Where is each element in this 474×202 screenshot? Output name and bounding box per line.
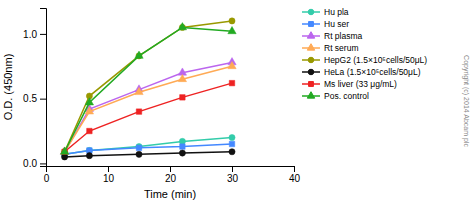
x-tick-mark xyxy=(170,166,171,172)
x-tick: 10 xyxy=(103,166,115,184)
data-point xyxy=(179,138,185,144)
y-tick-label: 1.0 xyxy=(23,29,37,40)
x-tick: 0 xyxy=(44,166,50,184)
y-tick-label: 0.0 xyxy=(23,158,37,169)
legend-item: HepG2 (1.5×10⁵cells/50μL) xyxy=(302,55,427,65)
series-line xyxy=(65,27,232,151)
data-point xyxy=(135,87,143,94)
legend-item: Ms liver (33 μg/mL) xyxy=(302,79,397,89)
series-line xyxy=(65,21,232,152)
y-tick: 0.0 xyxy=(23,158,46,169)
x-axis: 0 10 20 30 40 xyxy=(44,166,301,184)
x-tick-mark xyxy=(232,166,233,172)
x-tick-label: 20 xyxy=(165,173,177,184)
data-point xyxy=(229,149,235,155)
legend-marker xyxy=(307,44,314,50)
legend-label: Rt plasma xyxy=(324,31,363,41)
x-tick: 20 xyxy=(165,166,177,184)
x-tick-label: 30 xyxy=(227,173,239,184)
legend-item: Rt serum xyxy=(302,43,358,53)
legend-item: Pos. control xyxy=(302,91,369,101)
y-axis-line xyxy=(40,9,47,167)
data-point xyxy=(87,128,92,133)
data-point xyxy=(229,134,235,140)
y-tick: 1.0 xyxy=(23,29,46,40)
x-tick-label: 10 xyxy=(103,173,115,184)
data-point xyxy=(180,144,185,149)
x-tick: 40 xyxy=(289,166,301,184)
y-tick-label: 0.5 xyxy=(23,93,37,104)
legend-label: Hu ser xyxy=(324,19,349,29)
y-tick-mark xyxy=(40,99,46,100)
data-point xyxy=(228,27,236,34)
data-point xyxy=(179,150,185,156)
y-axis-title: O.D. (450nm) xyxy=(2,54,14,121)
x-tick-mark xyxy=(108,166,109,172)
legend-label: Hu pla xyxy=(324,7,349,17)
y-axis: 0.0 0.5 1.0 xyxy=(23,9,46,170)
legend-label: Pos. control xyxy=(324,91,369,101)
legend-item: Hu ser xyxy=(302,19,349,29)
legend-item: HeLa (1.5×10⁵cells/50μL) xyxy=(302,67,421,77)
legend-marker xyxy=(307,92,314,98)
legend-label: Rt serum xyxy=(324,43,358,53)
legend-marker xyxy=(308,69,314,75)
data-point xyxy=(136,143,142,149)
data-point xyxy=(136,151,142,157)
data-point xyxy=(180,95,185,100)
x-axis-title: Time (min) xyxy=(144,188,196,200)
x-tick-mark xyxy=(294,166,295,172)
data-point xyxy=(60,147,68,154)
legend-label: Ms liver (33 μg/mL) xyxy=(324,79,397,89)
x-tick-label: 40 xyxy=(289,173,301,184)
legend-marker xyxy=(309,82,314,87)
legend-marker xyxy=(307,32,314,38)
y-tick-mark xyxy=(40,34,46,35)
data-point xyxy=(86,153,92,159)
data-point xyxy=(135,51,143,58)
y-tick-mark xyxy=(40,163,46,164)
marks xyxy=(60,18,236,160)
series-line xyxy=(65,62,232,151)
series xyxy=(62,149,236,160)
data-point xyxy=(178,74,186,81)
data-point xyxy=(228,61,236,68)
annotation: Copyright (c) 2014 Abcam plc xyxy=(462,55,470,147)
chart: 0 10 20 30 40 0.0 0.5 1.0 Time (min) O.D. (450nm)… xyxy=(0,0,474,202)
series xyxy=(60,58,236,155)
data-point xyxy=(178,23,186,30)
legend-marker xyxy=(308,9,314,15)
legend-marker xyxy=(308,57,314,63)
data-point xyxy=(229,18,235,24)
x-tick: 30 xyxy=(227,166,239,184)
data-point xyxy=(136,109,141,114)
series xyxy=(62,80,235,154)
series xyxy=(62,18,236,155)
data-point xyxy=(60,147,68,154)
data-point xyxy=(229,80,234,85)
legend-item: Rt plasma xyxy=(302,31,363,41)
x-axis-line xyxy=(47,167,295,173)
legend-item: Hu pla xyxy=(302,7,349,17)
series xyxy=(60,23,236,155)
data-point xyxy=(62,154,68,160)
legend: Hu pla Hu ser Rt plasma Rt serum HepG2 (1.5×… xyxy=(302,7,427,101)
series-line xyxy=(65,66,232,151)
data-point xyxy=(136,145,141,150)
y-tick: 0.5 xyxy=(23,93,46,104)
legend-label: HepG2 (1.5×10⁵cells/50μL) xyxy=(324,55,427,65)
legend-label: HeLa (1.5×10⁵cells/50μL) xyxy=(324,67,421,77)
series-line xyxy=(65,83,232,152)
data-point xyxy=(229,141,234,146)
legend-marker xyxy=(309,22,314,27)
plot: 0 10 20 30 40 0.0 0.5 1.0 Time (min) xyxy=(23,9,300,201)
data-point xyxy=(85,98,93,105)
x-tick-label: 0 xyxy=(44,173,50,184)
